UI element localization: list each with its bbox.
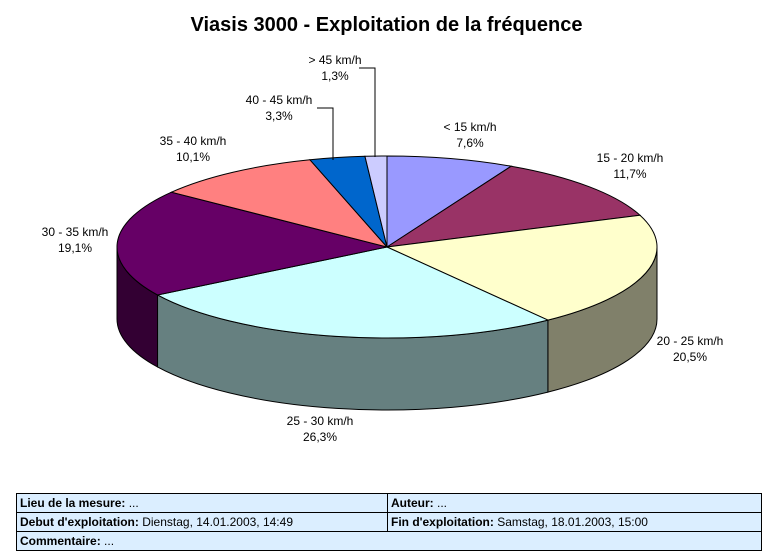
slice-label-3: 25 - 30 km/h — [287, 414, 354, 428]
chart-title: Viasis 3000 - Exploitation de la fréquen… — [190, 14, 583, 36]
lieu-value: ... — [128, 496, 139, 510]
slice-label-7: > 45 km/h — [308, 53, 361, 67]
auteur-label: Auteur: — [391, 496, 434, 510]
pie-slice-5 — [169, 159, 389, 248]
slice-label-5: 35 - 40 km/h — [160, 134, 227, 148]
debut-value: Dienstag, 14.01.2003, 14:49 — [142, 515, 293, 529]
auteur-cell: Auteur: ... — [387, 493, 762, 513]
pie-sides — [116, 246, 658, 411]
pie-slice-2 — [385, 214, 658, 321]
slice-percent-5: 10,1% — [176, 150, 210, 164]
auteur-value: ... — [437, 496, 448, 510]
info-row-3: Commentaire: ... — [16, 531, 762, 551]
slice-percent-7: 1,3% — [321, 69, 349, 83]
debut-label: Debut d'exploitation: — [20, 515, 139, 529]
info-row-2: Debut d'exploitation: Dienstag, 14.01.20… — [16, 512, 762, 532]
pie-slice-3 — [156, 246, 550, 339]
fin-value: Samstag, 18.01.2003, 15:00 — [497, 515, 648, 529]
slice-percent-6: 3,3% — [265, 109, 293, 123]
slice-label-6: 40 - 45 km/h — [246, 93, 313, 107]
measurement-info-table: Lieu de la mesure: ... Auteur: ... Debut… — [16, 493, 762, 551]
pie-slice-4 — [116, 191, 388, 296]
slice-label-1: 15 - 20 km/h — [597, 151, 664, 165]
lieu-label: Lieu de la mesure: — [20, 496, 126, 510]
slice-percent-1: 11,7% — [613, 167, 646, 181]
slice-label-2: 20 - 25 km/h — [657, 334, 724, 348]
pie-slice-7 — [364, 155, 388, 248]
pie-tops — [116, 155, 658, 339]
comment-label: Commentaire: — [20, 534, 101, 548]
slice-label-0: < 15 km/h — [443, 120, 496, 134]
leader-line-6 — [317, 107, 334, 160]
lieu-cell: Lieu de la mesure: ... — [16, 493, 388, 513]
pie-slice-1 — [386, 165, 642, 248]
fin-cell: Fin d'exploitation: Samstag, 18.01.2003,… — [387, 512, 762, 532]
info-row-1: Lieu de la mesure: ... Auteur: ... — [16, 493, 762, 513]
slice-percent-3: 26,3% — [303, 430, 337, 444]
pie-labels: < 15 km/h 7,6% 15 - 20 km/h 11,7% 20 - 25 km… — [42, 53, 724, 444]
slice-label-4: 30 - 35 km/h — [42, 225, 109, 239]
comment-cell: Commentaire: ... — [16, 531, 762, 551]
pie-leaders — [317, 67, 376, 160]
debut-cell: Debut d'exploitation: Dienstag, 14.01.20… — [16, 512, 388, 532]
pie-chart: < 15 km/h 7,6% 15 - 20 km/h 11,7% 20 - 25 km… — [42, 53, 724, 444]
fin-label: Fin d'exploitation: — [391, 515, 494, 529]
leader-line-7 — [359, 67, 376, 157]
slice-percent-4: 19,1% — [58, 241, 92, 255]
pie-slice-0 — [386, 155, 513, 248]
slice-percent-2: 20,5% — [673, 350, 707, 364]
slice-percent-0: 7,6% — [456, 136, 484, 150]
comment-value: ... — [104, 534, 115, 548]
